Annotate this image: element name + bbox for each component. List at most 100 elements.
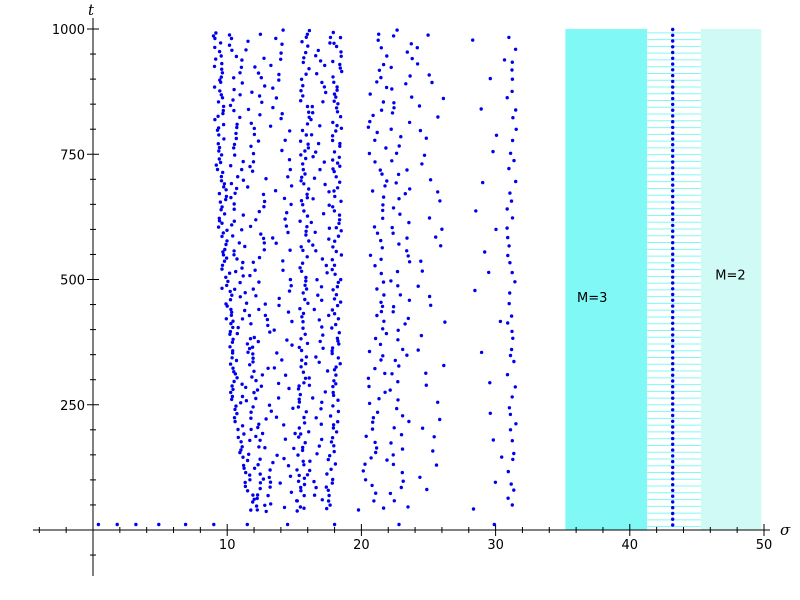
data-point <box>255 493 260 497</box>
data-point <box>306 44 310 48</box>
data-point <box>671 292 675 297</box>
data-point <box>380 246 384 250</box>
data-point <box>263 446 267 450</box>
data-point <box>238 450 242 455</box>
data-point <box>300 128 305 133</box>
data-point <box>231 319 235 323</box>
data-point <box>236 427 240 432</box>
data-point <box>301 167 305 172</box>
data-point <box>327 313 331 318</box>
data-point <box>290 319 294 324</box>
data-point <box>281 28 285 32</box>
data-point <box>331 167 335 171</box>
region-label: M=3 <box>577 291 607 306</box>
data-point <box>304 50 308 55</box>
data-point <box>424 371 428 375</box>
data-point <box>379 271 383 276</box>
data-point <box>305 196 309 200</box>
data-point <box>268 485 272 489</box>
data-point <box>424 136 428 140</box>
data-point <box>279 57 283 61</box>
data-point <box>327 190 331 194</box>
data-point <box>251 260 255 264</box>
data-point <box>370 189 375 193</box>
data-point <box>379 108 384 112</box>
data-point <box>428 178 433 182</box>
data-point <box>426 33 430 37</box>
data-point <box>303 376 308 380</box>
data-point <box>514 179 518 184</box>
data-point <box>305 341 310 346</box>
data-point <box>214 31 218 35</box>
data-point <box>368 253 373 257</box>
data-point <box>234 404 238 408</box>
data-point <box>671 419 675 423</box>
data-point <box>232 253 236 257</box>
data-point <box>378 342 383 347</box>
data-point <box>268 468 272 472</box>
data-point <box>217 145 222 150</box>
data-point <box>213 45 217 50</box>
data-point <box>314 485 318 490</box>
data-point <box>327 237 331 241</box>
data-point <box>220 96 225 100</box>
data-point <box>264 417 268 421</box>
data-point <box>315 72 319 76</box>
data-point <box>671 68 675 72</box>
data-point <box>318 124 322 128</box>
data-point <box>313 230 317 234</box>
x-axis-label: σ <box>780 521 791 539</box>
data-point <box>221 250 225 254</box>
data-point <box>334 373 338 377</box>
data-point <box>317 318 321 322</box>
data-point <box>304 133 308 137</box>
data-point <box>339 126 344 130</box>
data-point <box>671 390 675 395</box>
data-point <box>296 453 300 457</box>
data-point <box>427 294 432 299</box>
data-point <box>254 434 258 439</box>
data-point <box>505 226 509 230</box>
data-point <box>295 499 299 503</box>
data-point <box>512 488 516 492</box>
data-point <box>241 274 245 278</box>
data-point <box>304 35 308 39</box>
data-point <box>271 236 275 240</box>
data-point <box>214 57 218 61</box>
data-point <box>510 395 514 399</box>
data-point <box>281 268 285 272</box>
data-point <box>216 126 221 130</box>
data-point <box>157 522 161 527</box>
data-point <box>304 287 309 291</box>
data-point <box>331 423 336 427</box>
data-point <box>671 465 675 470</box>
data-point <box>280 112 284 116</box>
data-point <box>244 470 248 475</box>
data-point <box>511 457 515 462</box>
data-point <box>240 394 245 399</box>
data-point <box>392 106 396 110</box>
data-point <box>304 275 308 280</box>
data-point <box>292 446 296 451</box>
data-point <box>415 46 419 50</box>
data-point <box>323 390 327 394</box>
data-point <box>439 244 443 248</box>
data-point <box>512 451 516 456</box>
data-point <box>405 353 409 357</box>
data-point <box>369 456 373 460</box>
data-point <box>331 404 335 408</box>
data-point <box>250 90 254 94</box>
data-point <box>375 231 380 235</box>
data-point <box>303 172 307 176</box>
data-point <box>291 406 295 410</box>
data-point <box>240 424 245 428</box>
data-point <box>216 114 220 119</box>
data-point <box>311 243 315 247</box>
data-point <box>251 360 255 364</box>
data-point <box>390 159 394 163</box>
data-point <box>307 67 311 71</box>
data-point <box>221 253 226 257</box>
data-point <box>251 160 256 164</box>
data-point <box>332 209 337 213</box>
